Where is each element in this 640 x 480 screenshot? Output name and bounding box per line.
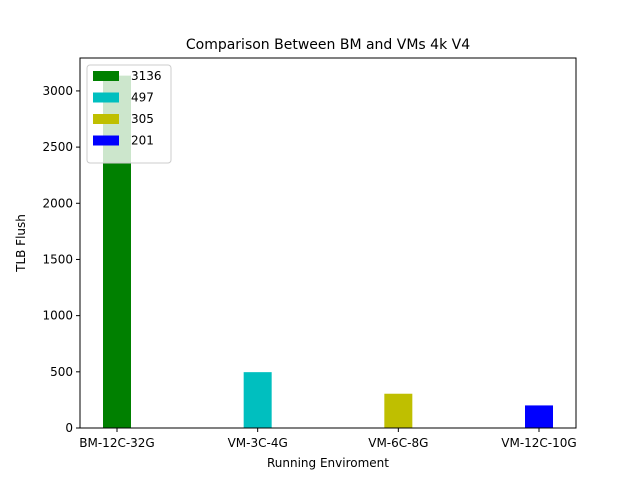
- y-tick-label: 2500: [42, 140, 73, 154]
- legend-swatch: [93, 135, 119, 146]
- plot-frame: [79, 57, 577, 429]
- x-tick-label-VM-12C-10G: VM-12C-10G: [501, 436, 576, 450]
- y-axis-label: TLB Flush: [14, 214, 28, 273]
- bar-VM-6C-8G: [384, 393, 413, 428]
- legend: 3136 497 305 201: [86, 64, 172, 164]
- legend-label: 201: [131, 134, 154, 148]
- y-tick-label: 1500: [42, 252, 73, 266]
- legend-swatch: [93, 71, 119, 81]
- y-axis: 0 500 1000 1500 2000 2500 3000: [42, 84, 80, 435]
- y-tick-label: 500: [50, 365, 73, 379]
- x-axis: BM-12C-32G VM-3C-4G VM-6C-8G VM-12C-10G: [79, 428, 577, 450]
- legend-label: 3136: [131, 69, 162, 83]
- x-tick-label-VM-6C-8G: VM-6C-8G: [368, 436, 428, 450]
- y-tick-label: 1000: [42, 309, 73, 323]
- bar-VM-3C-4G: [243, 372, 272, 428]
- x-axis-label: Running Enviroment: [267, 456, 389, 470]
- y-tick-label: 3000: [42, 84, 73, 98]
- chart-title: Comparison Between BM and VMs 4k V4: [186, 37, 470, 53]
- legend-label: 497: [131, 91, 154, 105]
- y-tick-label: 0: [65, 421, 73, 435]
- legend-swatch: [93, 114, 119, 124]
- y-tick-label: 2000: [42, 196, 73, 210]
- legend-label: 305: [131, 112, 154, 126]
- bar-VM-12C-10G: [525, 405, 553, 428]
- x-tick-label-VM-3C-4G: VM-3C-4G: [228, 436, 288, 450]
- legend-swatch: [93, 92, 119, 103]
- x-tick-label-BM-12C-32G: BM-12C-32G: [79, 436, 154, 450]
